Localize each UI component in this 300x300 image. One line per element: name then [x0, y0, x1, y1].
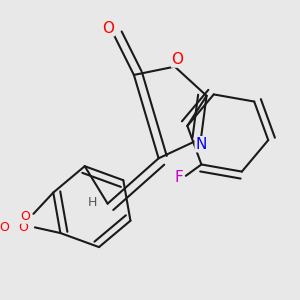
Text: O: O: [0, 221, 9, 234]
Text: H: H: [87, 196, 97, 209]
Text: O: O: [172, 52, 184, 67]
Text: F: F: [174, 170, 183, 185]
Text: O: O: [20, 210, 30, 223]
Text: O: O: [102, 21, 114, 36]
Text: N: N: [195, 137, 207, 152]
Text: O: O: [19, 221, 28, 234]
